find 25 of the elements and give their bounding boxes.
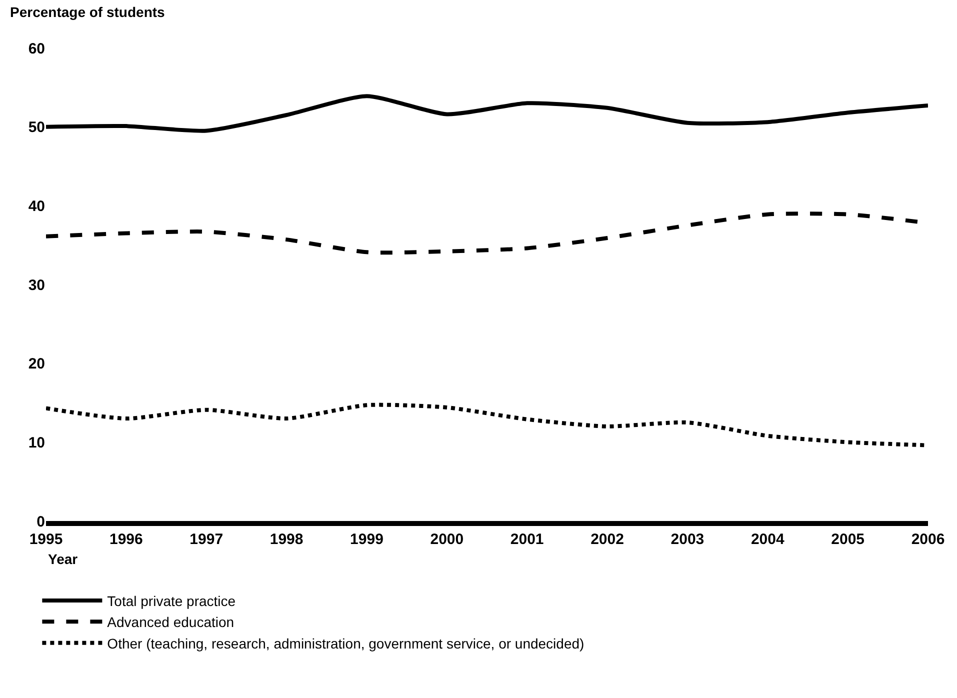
x-tick-label: 2001 <box>510 531 544 548</box>
x-tick-label: 2005 <box>831 531 865 548</box>
y-tick-label: 20 <box>28 356 45 373</box>
y-tick-label: 30 <box>28 276 45 294</box>
x-tick-label: 2004 <box>750 531 785 548</box>
x-axis-title: Year <box>48 551 78 567</box>
legend-label: Total private practice <box>107 592 236 609</box>
legend-label: Advanced education <box>107 614 234 630</box>
x-tick-label: 1998 <box>270 531 304 548</box>
legend-label: Other (teaching, research, administration, government service, or undecided) <box>107 635 584 652</box>
y-axis-title: Percentage of students <box>10 4 166 20</box>
x-tick-label: 1996 <box>109 531 143 548</box>
x-tick-label: 1997 <box>190 531 224 548</box>
y-tick-label: 50 <box>28 119 45 136</box>
y-tick-label: 10 <box>28 434 45 452</box>
x-tick-label: 2003 <box>670 531 704 548</box>
x-tick-label: 2002 <box>590 531 624 548</box>
y-tick-label: 40 <box>28 198 45 215</box>
y-tick-label: 0 <box>36 513 45 530</box>
x-tick-label: 2000 <box>430 531 464 548</box>
y-tick-label: 60 <box>28 40 45 58</box>
line-series <box>46 94 928 133</box>
x-tick-label: 2006 <box>911 531 945 548</box>
x-tick-label: 1999 <box>350 531 384 548</box>
x-tick-label: 1995 <box>29 531 63 548</box>
